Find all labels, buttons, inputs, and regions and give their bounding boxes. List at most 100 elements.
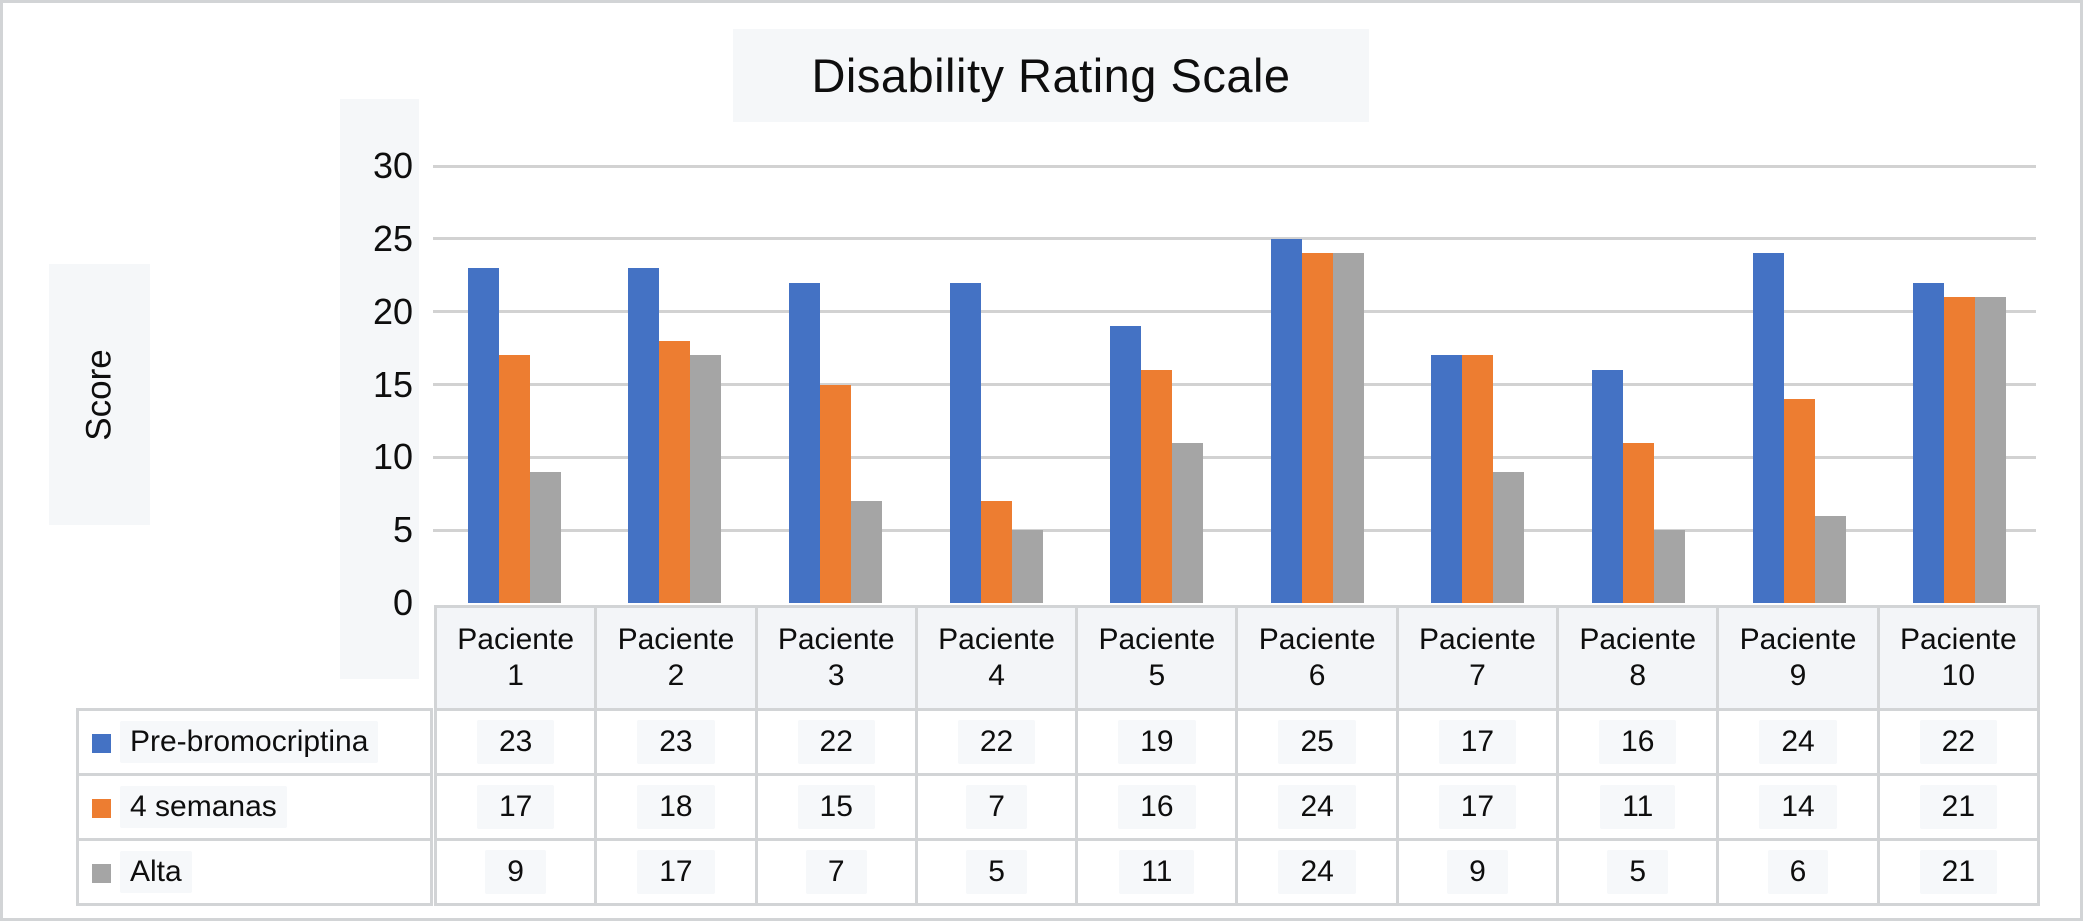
- gridline-y-5: [433, 528, 2036, 532]
- bar-4-semanas-paciente-9: [1783, 399, 1815, 603]
- gridline-y-30: [433, 164, 2036, 168]
- bar-4-semanas-paciente-3: [820, 384, 851, 603]
- bar-pre-bromocriptina-paciente-4: [949, 282, 981, 603]
- bar-pre-bromocriptina-paciente-8: [1592, 369, 1623, 603]
- table-cell-4-semanas-paciente-2: 18: [594, 773, 758, 841]
- data-table: Paciente 1 Paciente 2 Paciente 3 Paciente 4 Paci…: [433, 605, 2041, 906]
- gridline-y-10: [433, 455, 2036, 459]
- bar-4-semanas-paciente-6: [1301, 253, 1333, 603]
- table-cell-alta-paciente-6: 24: [1235, 838, 1399, 906]
- bar-pre-bromocriptina-paciente-9: [1752, 253, 1784, 603]
- table-header-paciente-2: Paciente 2: [594, 605, 758, 711]
- table-cell-pre-bromocriptina-paciente-6: 25: [1235, 708, 1399, 776]
- table-cell-4-semanas-paciente-8: 11: [1556, 773, 1720, 841]
- legend-label-alta: Alta: [120, 851, 192, 893]
- table-cell-4-semanas-paciente-1: 17: [433, 773, 598, 841]
- table-cell-alta-paciente-5: 11: [1075, 838, 1239, 906]
- table-header-paciente-8: Paciente 8: [1556, 605, 1720, 711]
- legend-cell-4-semanas: 4 semanas: [76, 773, 433, 841]
- table-cell-alta-paciente-8: 5: [1556, 838, 1720, 906]
- bar-4-semanas-paciente-8: [1623, 442, 1654, 603]
- bar-alta-paciente-3: [851, 501, 882, 603]
- bar-4-semanas-paciente-7: [1462, 355, 1494, 603]
- table-cell-pre-bromocriptina-paciente-1: 23: [433, 708, 598, 776]
- bar-4-semanas-paciente-4: [980, 501, 1012, 603]
- bar-pre-bromocriptina-paciente-1: [467, 267, 499, 603]
- legend-cell-pre-bromocriptina: Pre-bromocriptina: [76, 708, 433, 776]
- table-cell-4-semanas-paciente-9: 14: [1716, 773, 1880, 841]
- table-cell-pre-bromocriptina-paciente-3: 22: [754, 708, 918, 776]
- table-cell-pre-bromocriptina-paciente-10: 22: [1876, 708, 2041, 776]
- bar-alta-paciente-2: [690, 355, 722, 603]
- table-cell-pre-bromocriptina-paciente-7: 17: [1395, 708, 1560, 776]
- bar-pre-bromocriptina-paciente-6: [1270, 238, 1302, 603]
- table-cell-pre-bromocriptina-paciente-8: 16: [1556, 708, 1720, 776]
- table-header-paciente-9: Paciente 9: [1716, 605, 1880, 711]
- table-cell-4-semanas-paciente-7: 17: [1395, 773, 1560, 841]
- bar-alta-paciente-5: [1172, 442, 1204, 603]
- table-header-row: Paciente 1 Paciente 2 Paciente 3 Paciente 4 Paci…: [433, 605, 2041, 711]
- gridline-y-25: [433, 237, 2036, 241]
- bar-pre-bromocriptina-paciente-7: [1431, 355, 1463, 603]
- bar-pre-bromocriptina-paciente-3: [789, 282, 820, 603]
- table-row-pre-bromocriptina: 23 23 22 22 19 25 17 16 24 22: [433, 708, 2041, 776]
- table-cell-4-semanas-paciente-10: 21: [1876, 773, 2041, 841]
- chart-title-box: Disability Rating Scale: [733, 29, 1369, 122]
- gridline-y-20: [433, 310, 2036, 314]
- table-cell-pre-bromocriptina-paciente-4: 22: [914, 708, 1079, 776]
- table-header-paciente-10: Paciente 10: [1876, 605, 2041, 711]
- legend-row-4-semanas: 4 semanas: [76, 773, 433, 841]
- table-header-paciente-5: Paciente 5: [1075, 605, 1239, 711]
- table-cell-alta-paciente-2: 17: [594, 838, 758, 906]
- table-cell-4-semanas-paciente-6: 24: [1235, 773, 1399, 841]
- y-tick-15: 15: [372, 363, 413, 405]
- y-tick-5: 5: [392, 509, 413, 551]
- legend-label-4-semanas: 4 semanas: [120, 786, 287, 828]
- table-header-paciente-7: Paciente 7: [1395, 605, 1560, 711]
- legend-row-alta: Alta: [76, 838, 433, 906]
- table-header-paciente-6: Paciente 6: [1235, 605, 1399, 711]
- y-tick-0: 0: [392, 582, 413, 623]
- legend-label-pre-bromocriptina: Pre-bromocriptina: [120, 721, 379, 763]
- table-cell-pre-bromocriptina-paciente-2: 23: [594, 708, 758, 776]
- y-tick-30: 30: [372, 145, 413, 186]
- gridline-y-15: [433, 383, 2036, 386]
- bar-alta-paciente-10: [1975, 297, 2007, 603]
- table-header-paciente-3: Paciente 3: [754, 605, 918, 711]
- table-cell-alta-paciente-3: 7: [754, 838, 918, 906]
- legend-swatch-pre-bromocriptina-icon: [92, 734, 111, 753]
- table-cell-alta-paciente-10: 21: [1876, 838, 2041, 906]
- y-tick-25: 25: [372, 217, 413, 259]
- bar-pre-bromocriptina-paciente-10: [1913, 282, 1945, 603]
- bar-alta-paciente-7: [1493, 471, 1525, 603]
- table-row-4-semanas: 17 18 15 7 16 24 17 11 14 21: [433, 773, 2041, 841]
- table-cell-alta-paciente-9: 6: [1716, 838, 1880, 906]
- table-cell-4-semanas-paciente-5: 16: [1075, 773, 1239, 841]
- legend-table: Pre-bromocriptina 4 semanas Alta: [76, 708, 433, 906]
- bar-alta-paciente-8: [1654, 530, 1685, 603]
- table-cell-pre-bromocriptina-paciente-9: 24: [1716, 708, 1880, 776]
- bar-4-semanas-paciente-2: [659, 340, 691, 603]
- bar-4-semanas-paciente-5: [1141, 369, 1173, 603]
- plot-area: [3, 3, 2080, 918]
- y-axis-label-box: Score: [49, 264, 150, 525]
- legend-swatch-4-semanas-icon: [92, 799, 111, 818]
- table-cell-alta-paciente-4: 5: [914, 838, 1079, 906]
- bar-4-semanas-paciente-1: [498, 355, 530, 603]
- y-axis-tick-strip: 30 25 20 15 10 5 0: [340, 99, 419, 679]
- table-header-paciente-1: Paciente 1: [433, 605, 598, 711]
- table-cell-alta-paciente-1: 9: [433, 838, 598, 906]
- legend-cell-alta: Alta: [76, 838, 433, 906]
- legend-row-pre-bromocriptina: Pre-bromocriptina: [76, 708, 433, 776]
- table-header-paciente-4: Paciente 4: [914, 605, 1079, 711]
- bar-alta-paciente-6: [1332, 253, 1364, 603]
- table-cell-4-semanas-paciente-3: 15: [754, 773, 918, 841]
- y-tick-10: 10: [372, 436, 413, 478]
- bar-alta-paciente-4: [1011, 530, 1043, 603]
- bar-4-semanas-paciente-10: [1944, 297, 1976, 603]
- bar-alta-paciente-9: [1814, 515, 1846, 603]
- y-tick-20: 20: [372, 290, 413, 332]
- legend-swatch-alta-icon: [92, 864, 111, 883]
- table-cell-4-semanas-paciente-4: 7: [914, 773, 1079, 841]
